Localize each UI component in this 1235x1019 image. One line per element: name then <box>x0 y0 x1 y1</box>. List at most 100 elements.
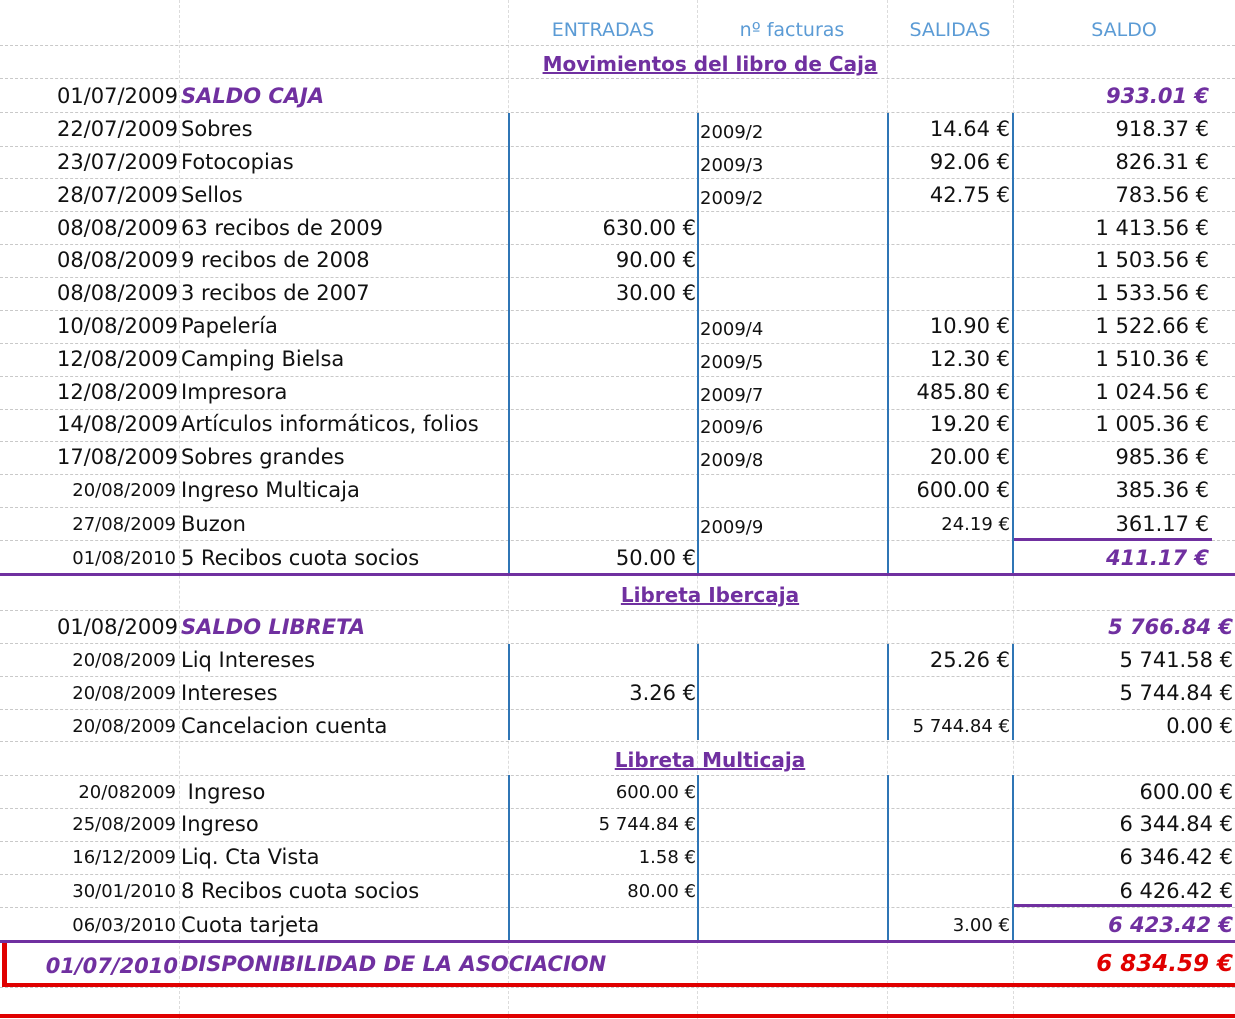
total-date: 01/07/2010 <box>45 954 178 978</box>
row-entradas: 50.00 € <box>615 546 696 570</box>
subtotal-rule <box>1014 538 1212 541</box>
row-salidas: 19.20 € <box>929 412 1010 436</box>
row-entradas: 3.26 € <box>629 681 696 705</box>
row-entradas <box>510 310 696 343</box>
column-border <box>697 644 699 740</box>
row-entradas <box>510 644 696 677</box>
column-border <box>1012 644 1014 740</box>
row-entradas: 1.58 € <box>638 847 696 868</box>
row-saldo: 783.56 € <box>1115 183 1209 207</box>
row-saldo: 1 413.56 € <box>1095 216 1209 240</box>
row-description: Cancelacion cuenta <box>181 714 388 738</box>
row-factura <box>700 215 886 248</box>
section-title-caja: Movimientos del libro de Caja <box>542 52 878 76</box>
row-description: Ingreso Multicaja <box>181 478 360 502</box>
row-salidas <box>890 542 1010 575</box>
grid-row-line <box>0 244 1235 245</box>
column-border <box>1012 113 1014 575</box>
row-salidas <box>890 808 1010 841</box>
row-saldo: 600.00 € <box>1139 780 1233 804</box>
row-salidas <box>890 841 1010 874</box>
row-saldo: 411.17 € <box>1106 546 1209 570</box>
header-salidas: SALIDAS <box>909 19 991 41</box>
row-salidas <box>890 244 1010 277</box>
row-date: 12/08/2009 <box>56 380 178 404</box>
column-border <box>697 775 699 941</box>
grid-row-line <box>0 741 1235 742</box>
grid-row-line <box>0 841 1235 842</box>
grid-row-line <box>0 874 1235 875</box>
ibercaja-opening-saldo: 5 766.84 € <box>1108 615 1233 639</box>
grid-row-line <box>0 277 1235 278</box>
row-salidas <box>890 212 1010 245</box>
caja-opening-saldo: 933.01 € <box>1106 84 1209 108</box>
row-description: 8 Recibos cuota socios <box>181 879 420 903</box>
row-saldo: 918.37 € <box>1115 117 1209 141</box>
grid-row-line <box>0 112 1235 113</box>
row-description: Papelería <box>181 314 278 338</box>
column-border <box>887 644 889 740</box>
grid-row-line <box>0 78 1235 79</box>
row-factura <box>700 280 886 313</box>
row-saldo: 385.36 € <box>1115 478 1209 502</box>
row-saldo: 1 503.56 € <box>1095 248 1209 272</box>
row-saldo: 5 744.84 € <box>1119 681 1233 705</box>
row-entradas: 600.00 € <box>615 782 696 803</box>
row-entradas <box>510 408 696 441</box>
row-saldo: 1 522.66 € <box>1095 314 1209 338</box>
row-entradas <box>510 146 696 179</box>
grid-row-line <box>0 775 1235 776</box>
row-saldo: 0.00 € <box>1166 714 1233 738</box>
row-date: 25/08/2009 <box>72 814 176 835</box>
row-entradas <box>510 376 696 409</box>
row-description: Ingreso <box>181 812 259 836</box>
row-saldo: 985.36 € <box>1115 445 1209 469</box>
row-date: 22/07/2009 <box>56 117 178 141</box>
row-entradas: 630.00 € <box>602 216 696 240</box>
row-date: 10/08/2009 <box>56 314 178 338</box>
row-factura <box>700 247 886 280</box>
total-label: DISPONIBILIDAD DE LA ASOCIACION <box>181 952 607 976</box>
row-description: Buzon <box>181 512 246 536</box>
grid-row-line <box>0 643 1235 644</box>
caja-opening-label: SALDO CAJA <box>181 84 325 108</box>
grid-row-line <box>0 376 1235 377</box>
grid-row-line <box>0 540 1235 541</box>
row-factura: 2009/9 <box>700 517 764 538</box>
ibercaja-opening-date: 01/08/2009 <box>56 615 178 639</box>
row-entradas: 5 744.84 € <box>598 814 696 835</box>
row-saldo: 1 024.56 € <box>1095 380 1209 404</box>
row-entradas <box>510 474 696 507</box>
row-description: 5 Recibos cuota socios <box>181 546 420 570</box>
grid-row-line <box>0 310 1235 311</box>
row-date: 20/08/2009 <box>72 480 176 501</box>
grid-row-line <box>0 409 1235 410</box>
row-saldo: 361.17 € <box>1115 512 1209 536</box>
row-salidas: 25.26 € <box>929 648 1010 672</box>
total-amount: 6 834.59 € <box>1096 951 1233 977</box>
grid-row-line <box>0 474 1235 475</box>
row-factura: 2009/4 <box>700 319 764 340</box>
grid-row-line <box>0 178 1235 179</box>
row-description: Cuota tarjeta <box>181 913 320 937</box>
section-title-multicaja: Libreta Multicaja <box>614 748 806 772</box>
column-border <box>887 113 889 575</box>
row-date: 27/08/2009 <box>72 514 176 535</box>
row-description: Sobres <box>181 117 253 141</box>
row-factura <box>700 477 886 510</box>
row-salidas: 14.64 € <box>929 117 1010 141</box>
row-date: 01/08/2010 <box>72 548 176 569</box>
section-rule <box>0 940 1235 943</box>
row-date: 17/08/2009 <box>56 445 178 469</box>
row-date: 16/12/2009 <box>72 847 176 868</box>
row-saldo: 6 423.42 € <box>1108 913 1233 937</box>
row-date: 12/08/2009 <box>56 347 178 371</box>
row-factura: 2009/6 <box>700 417 764 438</box>
column-border <box>508 113 510 575</box>
total-frame-bottom <box>2 983 1235 987</box>
row-saldo: 1 005.36 € <box>1095 412 1209 436</box>
row-description: 63 recibos de 2009 <box>181 216 384 240</box>
row-date: 20/08/2009 <box>72 716 176 737</box>
row-entradas <box>510 113 696 146</box>
caja-opening-date: 01/07/2009 <box>56 84 178 108</box>
